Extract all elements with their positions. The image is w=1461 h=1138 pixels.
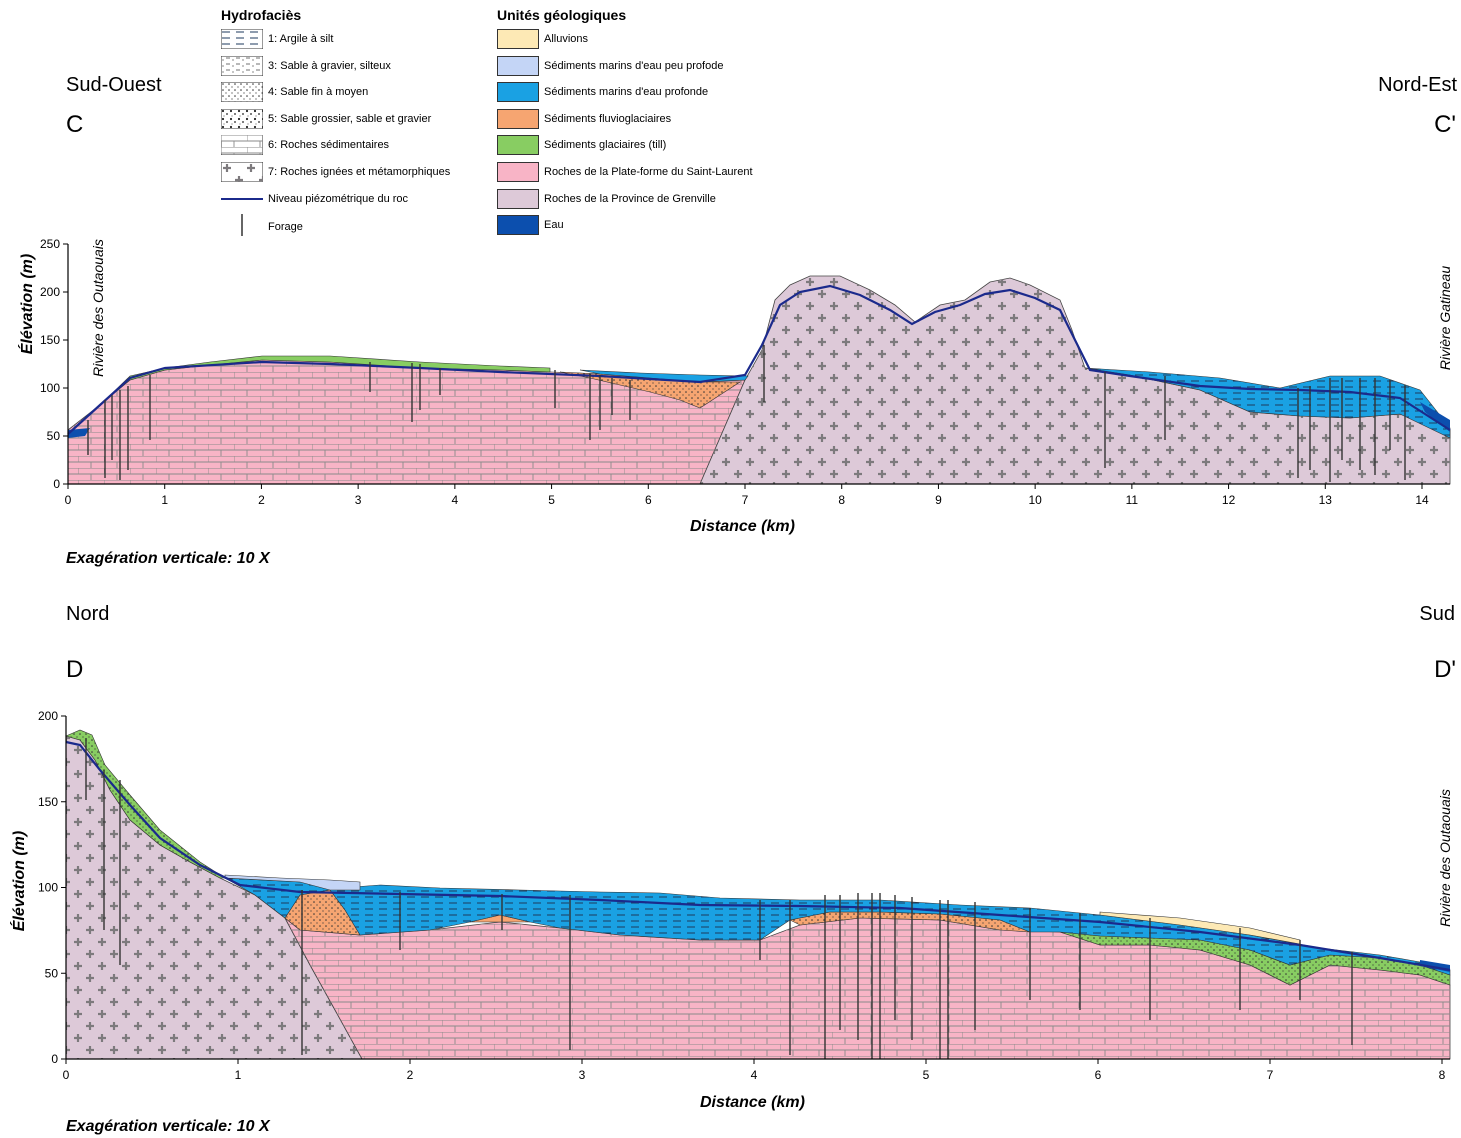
section-d-right-orientation: Sud [1419,603,1455,625]
x-tick-label: 3 [355,493,362,507]
unit-color-swatch [497,29,539,49]
section-c-right-orientation: Nord-Est [1378,74,1457,96]
c-exaggeration: Exagération verticale: 10 X [66,550,270,567]
x-tick-label: 14 [1415,493,1429,507]
x-tick-label: 6 [1095,1068,1102,1082]
finesand-swatch [221,82,263,102]
d-river-right: Rivière des Outaouais [1437,789,1453,927]
x-tick-label: 1 [235,1068,242,1082]
legend-item-label: 5: Sable grossier, sable et gravier [268,113,432,125]
legend-unit-label: Sédiments marins d'eau profonde [544,86,709,98]
legend-item-label: Niveau piézométrique du roc [268,193,409,205]
x-tick-label: 10 [1028,493,1042,507]
x-tick-label: 11 [1126,493,1139,507]
unit-color-swatch [497,82,539,102]
silty-swatch [221,56,263,76]
legend-unit-label: Roches de la Province de Grenville [544,193,716,205]
y-tick-label: 50 [47,429,61,443]
x-tick-label: 2 [258,493,265,507]
d-piezometric-line [65,740,1451,972]
legend-unit-label: Sédiments marins d'eau peu profode [544,60,724,72]
legend-item-label: 1: Argile à silt [268,33,334,45]
y-tick-label: 250 [40,237,60,251]
x-tick-label: 4 [751,1068,758,1082]
x-tick-label: 6 [645,493,652,507]
legend-item-label: 3: Sable à gravier, silteux [268,60,391,72]
d-xlabel: Distance (km) [700,1094,805,1111]
c-river-left: Rivière des Outaouais [90,239,106,377]
units-title: Unités géologiques [497,7,627,23]
x-tick-label: 13 [1319,493,1333,507]
unit-color-swatch [497,135,539,155]
x-tick-label: 5 [923,1068,930,1082]
section-c-left-label: C [66,111,84,138]
unit-color-swatch [497,189,539,209]
section-c-right-label: C' [1434,111,1456,138]
y-tick-label: 0 [53,477,60,491]
y-tick-label: 150 [38,795,58,809]
x-tick-label: 2 [407,1068,414,1082]
c-river-right: Rivière Gatineau [1437,265,1453,371]
unit-color-swatch [497,162,539,182]
x-tick-label: 1 [161,493,168,507]
c-xlabel: Distance (km) [690,518,795,535]
x-tick-label: 0 [63,1068,70,1082]
c-ylabel: Élévation (m) [19,253,36,355]
clay-swatch [221,29,263,49]
legend-item-label: 4: Sable fin à moyen [268,86,369,98]
x-tick-label: 8 [1439,1068,1446,1082]
legend-unit-label: Sédiments glaciaires (till) [544,139,667,151]
x-tick-label: 5 [548,493,555,507]
legend-unit-label: Alluvions [544,33,589,45]
section-d-left-orientation: Nord [66,603,110,625]
x-tick-label: 4 [452,493,459,507]
hydrofacies-title: Hydrofaciès [221,7,302,23]
legend-item-label: 7: Roches ignées et métamorphiques [268,166,451,178]
c-deep-marine [579,369,749,383]
d-exaggeration: Exagération verticale: 10 X [66,1118,270,1135]
d-boreholes [85,738,1353,1059]
unit-color-swatch [497,56,539,76]
x-tick-label: 7 [742,493,749,507]
coarsesand-swatch [221,109,263,129]
y-tick-label: 200 [38,709,58,723]
cross-swatch [221,162,263,182]
y-tick-label: 150 [40,333,60,347]
section-d-left-label: D [66,656,84,683]
brick-swatch [221,135,263,155]
y-tick-label: 200 [40,285,60,299]
borehole-swatch [241,214,243,236]
y-tick-label: 100 [40,381,60,395]
section-c-left-orientation: Sud-Ouest [66,74,162,96]
legend-unit-label: Eau [544,219,564,231]
legend-item-label: 6: Roches sédimentaires [268,139,390,151]
x-tick-label: 7 [1267,1068,1274,1082]
y-tick-label: 0 [51,1052,58,1066]
legend-unit-label: Sédiments fluvioglaciaires [544,113,672,125]
d-ylabel: Élévation (m) [11,830,28,932]
d-shallow-marine [224,874,361,891]
legend-item-label: Forage [268,221,303,233]
legend-unit-label: Roches de la Plate-forme du Saint-Lauren… [544,166,753,178]
x-tick-label: 12 [1222,493,1236,507]
piezo-line-swatch [221,198,263,200]
c-piezometric-line [67,284,1451,435]
x-tick-label: 8 [838,493,845,507]
y-tick-label: 100 [38,881,58,895]
x-tick-label: 3 [579,1068,586,1082]
section-d-right-label: D' [1434,656,1456,683]
unit-color-swatch [497,215,539,235]
y-tick-label: 50 [45,966,59,980]
section-d-plot: 0 50 100 150 200 0 1 2 3 4 5 6 7 8 [38,709,1451,1082]
x-tick-label: 0 [65,493,72,507]
c-boreholes [87,345,1406,482]
d-axis-ticks: 0 50 100 150 200 0 1 2 3 4 5 6 7 8 [38,709,1446,1082]
unit-color-swatch [497,109,539,129]
x-tick-label: 9 [935,493,942,507]
